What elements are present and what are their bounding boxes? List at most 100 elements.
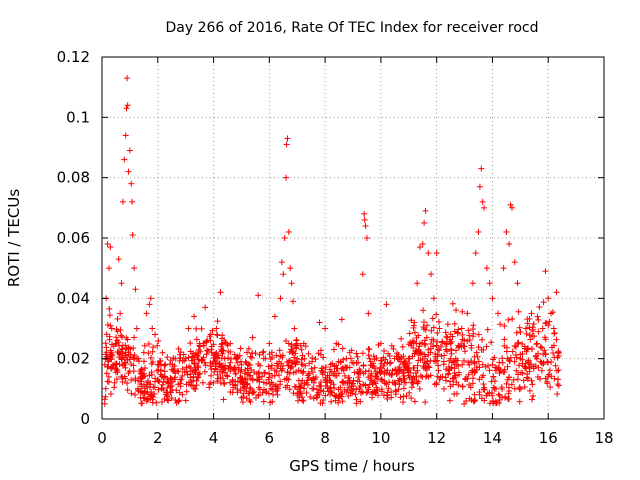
data-point — [268, 365, 275, 372]
data-point — [310, 379, 317, 386]
y-tick-label: 0.12 — [57, 48, 90, 66]
data-point — [525, 357, 532, 364]
data-point — [533, 341, 540, 348]
data-point — [499, 359, 506, 366]
data-point — [192, 364, 199, 371]
data-point — [361, 216, 368, 223]
data-point — [402, 379, 409, 386]
data-point — [175, 345, 182, 352]
data-point — [440, 361, 447, 368]
data-point — [288, 280, 295, 287]
data-point — [413, 373, 420, 380]
data-point — [527, 336, 534, 343]
data-point — [434, 338, 441, 345]
data-point — [447, 355, 454, 362]
data-point — [428, 271, 435, 278]
data-point — [339, 398, 346, 405]
data-point — [387, 359, 394, 366]
data-point — [219, 369, 226, 376]
x-tick-label: 12 — [427, 429, 446, 447]
data-point — [489, 295, 496, 302]
data-point — [245, 345, 252, 352]
data-point — [309, 376, 316, 383]
data-point — [427, 345, 434, 352]
data-point — [408, 317, 415, 324]
data-point — [286, 349, 293, 356]
data-point — [199, 357, 206, 364]
data-point — [123, 105, 130, 112]
data-point — [322, 364, 329, 371]
data-point — [366, 355, 373, 362]
data-point — [182, 355, 189, 362]
data-point — [416, 385, 423, 392]
data-point — [121, 156, 128, 163]
data-point — [478, 165, 485, 172]
data-point — [377, 370, 384, 377]
data-point — [224, 373, 231, 380]
data-point — [461, 343, 468, 350]
data-point — [138, 370, 145, 377]
data-point — [423, 373, 430, 380]
data-point — [208, 372, 215, 379]
data-point — [219, 340, 226, 347]
data-point — [423, 358, 430, 365]
data-point — [335, 386, 342, 393]
data-point — [481, 204, 488, 211]
data-point — [444, 321, 451, 328]
data-point — [534, 373, 541, 380]
data-point — [141, 358, 148, 365]
data-point — [535, 316, 542, 323]
data-point — [316, 319, 323, 326]
data-point — [103, 331, 110, 338]
data-point — [137, 381, 144, 388]
data-point — [241, 383, 248, 390]
data-point — [150, 384, 157, 391]
data-point — [145, 391, 152, 398]
data-point — [218, 341, 225, 348]
data-point — [506, 241, 513, 248]
data-point — [469, 367, 476, 374]
data-point — [247, 385, 254, 392]
data-point — [408, 340, 415, 347]
data-point — [143, 310, 150, 317]
data-point — [400, 369, 407, 376]
data-point — [244, 349, 251, 356]
data-point — [428, 336, 435, 343]
data-point — [459, 383, 466, 390]
data-point — [308, 365, 315, 372]
data-point — [276, 347, 283, 354]
data-point — [539, 325, 546, 332]
data-point — [284, 382, 291, 389]
data-point — [145, 396, 152, 403]
data-point — [159, 349, 166, 356]
data-point — [400, 393, 407, 400]
data-point — [255, 384, 262, 391]
data-point — [268, 362, 275, 369]
data-point — [405, 355, 412, 362]
data-point — [102, 340, 109, 347]
data-point — [271, 372, 278, 379]
x-tick-label: 8 — [320, 429, 330, 447]
data-point — [434, 329, 441, 336]
data-point — [421, 319, 428, 326]
data-point — [312, 374, 319, 381]
data-point — [548, 373, 555, 380]
data-point — [421, 219, 428, 226]
data-point — [525, 360, 532, 367]
data-point — [275, 372, 282, 379]
data-point — [455, 382, 462, 389]
data-point — [218, 335, 225, 342]
data-point — [298, 390, 305, 397]
data-point — [154, 342, 161, 349]
data-point — [422, 207, 429, 214]
data-point — [368, 377, 375, 384]
data-point — [419, 339, 426, 346]
data-point — [111, 379, 118, 386]
data-point — [197, 348, 204, 355]
axis-ticks — [101, 56, 605, 420]
data-point — [409, 379, 416, 386]
data-point — [465, 371, 472, 378]
data-point — [182, 397, 189, 404]
data-point — [108, 351, 115, 358]
data-point — [314, 386, 321, 393]
